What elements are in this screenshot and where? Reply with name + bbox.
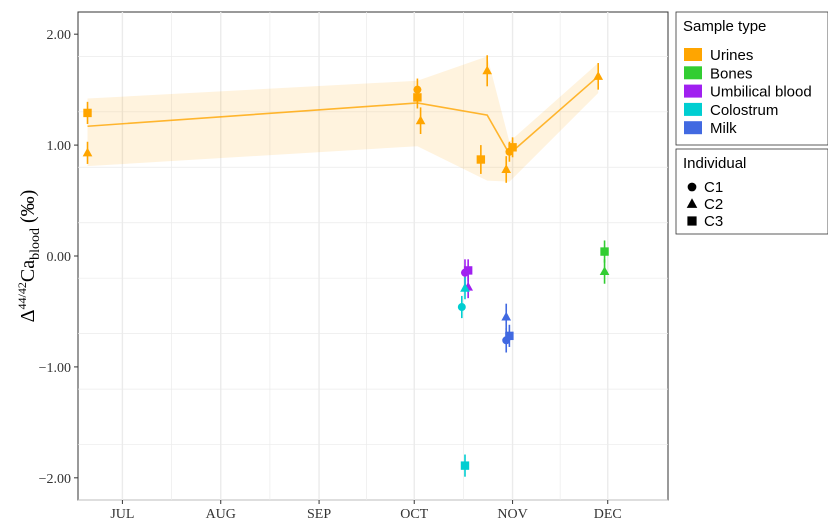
legend-shape-square [687,216,697,226]
y-axis-label-main: Ca [17,260,39,282]
axes: 2.00 1.00 0.00 −1.00 −2.00 JUL AUG SEP OCT NOV DEC [39,28,622,518]
legend-label: C3 [704,213,723,230]
legend-label: Milk [710,120,737,137]
y-axis-label-prefix: Δ [17,309,39,322]
data-point [508,143,517,152]
y-tick-label: −1.00 [39,361,71,376]
data-point [600,247,609,256]
legend-label: C2 [704,196,723,213]
y-tick-label: 2.00 [47,28,72,43]
legend-box [675,148,828,235]
data-point [415,115,426,125]
y-axis-label-subscript: blood [28,228,43,260]
trend-confidence-band [87,56,599,182]
data-point [83,108,92,118]
legend-label: Bones [710,65,753,82]
legend-shape-triangle [686,198,698,208]
trend-line-layer [87,75,599,156]
y-tick-label: 0.00 [47,250,72,265]
data-point [501,311,512,321]
legend-label: Colostrum [710,102,778,119]
legend-swatch [684,66,702,80]
x-tick-label: AUG [206,507,236,518]
legend-label: Urines [710,47,753,64]
x-tick-label: NOV [497,507,527,518]
data-point [593,71,604,80]
y-axis-label: Δ44/42Cablood (‰) [15,190,43,323]
trend-band-layer [87,56,599,182]
x-tick-label: JUL [110,507,134,518]
data-points [82,55,610,477]
x-tick-label: OCT [400,507,428,518]
y-axis-label-unit: (‰) [17,190,39,228]
legend-title: Sample type [683,18,766,35]
data-point [505,147,514,156]
x-tick-label: SEP [307,507,331,518]
x-tick-label: DEC [594,507,622,518]
data-point [413,85,422,94]
gridlines [78,12,668,501]
plot-panel [77,11,669,501]
legend-swatch [684,121,702,135]
legend-label: Umbilical blood [710,84,812,101]
legend-swatch [684,84,702,98]
y-axis-label-superscript: 44/42 [15,282,29,309]
data-point [82,147,93,157]
data-point [501,164,512,174]
data-point [457,303,466,312]
legend-swatch [684,102,702,116]
legend-shape-circle [687,182,697,192]
data-point [460,461,470,470]
legend-label: C1 [704,179,723,196]
data-point [505,331,514,341]
legend-title: Individual [683,155,746,172]
y-tick-label: −2.00 [39,472,71,487]
trend-line [87,75,599,156]
data-point [476,155,486,164]
data-point [482,65,493,75]
data-point [460,282,470,292]
data-point [463,266,473,275]
data-point [599,266,610,276]
legend-swatch [684,48,702,61]
y-tick-label: 1.00 [47,139,72,154]
